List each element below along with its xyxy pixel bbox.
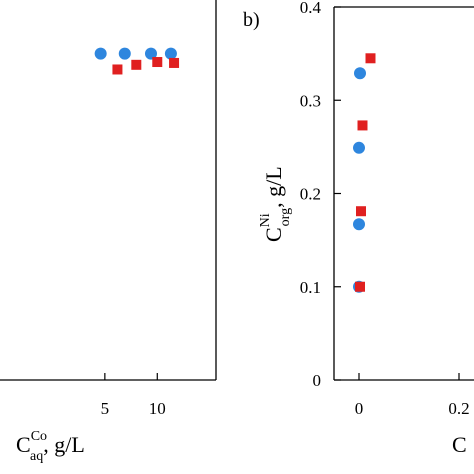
left-panel-x-tick-label-1: 10 bbox=[149, 399, 166, 418]
left-panel-point-square-1 bbox=[131, 59, 142, 70]
right-panel-x-tick-label-1: 0.2 bbox=[448, 399, 469, 418]
right-panel-point-circle-1 bbox=[353, 218, 365, 231]
left-panel-ticks bbox=[104, 373, 158, 380]
right-ylabel-main: C bbox=[261, 227, 286, 242]
left-panel-point-circle-0 bbox=[94, 47, 107, 60]
right-panel-y-tick-label-2: 0.2 bbox=[300, 185, 321, 204]
right-panel-y-tick-label-4: 0.4 bbox=[300, 0, 322, 17]
right-panel-point-circle-3 bbox=[354, 67, 366, 80]
right-panel-point-square-0 bbox=[355, 281, 365, 292]
left-panel-point-square-2 bbox=[152, 57, 163, 68]
left-panel-point-square-0 bbox=[112, 64, 123, 75]
right-panel-y-tick-label-3: 0.3 bbox=[300, 91, 321, 110]
right-ylabel-sup: Ni bbox=[258, 213, 273, 227]
right-panel-point-square-2 bbox=[357, 120, 368, 131]
right-panel-points bbox=[353, 53, 376, 293]
right-panel-xlabel: C bbox=[452, 432, 467, 457]
right-panel-label: b) bbox=[243, 9, 260, 31]
right-panel-point-square-1 bbox=[356, 206, 366, 217]
left-panel-x-tick-label-0: 5 bbox=[101, 399, 110, 418]
right-ylabel-sub: org bbox=[278, 208, 293, 226]
left-xlabel-sup: Co bbox=[31, 429, 47, 444]
right-panel-ylabel: CNi org, g/L bbox=[258, 166, 293, 242]
right-panel-tick-labels: 0 0.2 0 0.1 0.2 0.3 0.4 bbox=[300, 0, 470, 418]
left-panel-point-circle-1 bbox=[118, 47, 131, 60]
right-panel: b) 0 0.200.10.20.30.4 CNi org, g/L C bbox=[243, 0, 474, 457]
right-panel-ticks bbox=[334, 6, 460, 381]
left-panel-point-circle-3 bbox=[164, 47, 177, 60]
right-panel-point-square-3 bbox=[365, 53, 376, 64]
left-xlabel-unit: , g/L bbox=[43, 432, 85, 457]
left-panel-xlabel: CCo aq, g/L bbox=[16, 429, 85, 464]
left-xlabel-main: C bbox=[16, 432, 31, 457]
left-panel-point-square-3 bbox=[169, 57, 180, 68]
right-ylabel-unit: , g/L bbox=[261, 166, 286, 208]
left-xlabel-sub: aq bbox=[30, 449, 43, 464]
left-panel-point-circle-2 bbox=[144, 47, 157, 60]
left-panel: 5 10 CCo aq, g/L bbox=[0, 0, 217, 464]
right-panel-y-tick-label-1: 0.1 bbox=[300, 278, 321, 297]
right-panel-point-circle-2 bbox=[353, 141, 365, 154]
right-panel-y-tick-label-0: 0 bbox=[313, 371, 322, 390]
right-xlabel-main: C bbox=[452, 432, 467, 457]
left-panel-points bbox=[94, 47, 180, 75]
right-panel-x-tick-label-0: 0 bbox=[355, 399, 364, 418]
left-panel-tick-labels: 5 10 bbox=[101, 399, 166, 418]
